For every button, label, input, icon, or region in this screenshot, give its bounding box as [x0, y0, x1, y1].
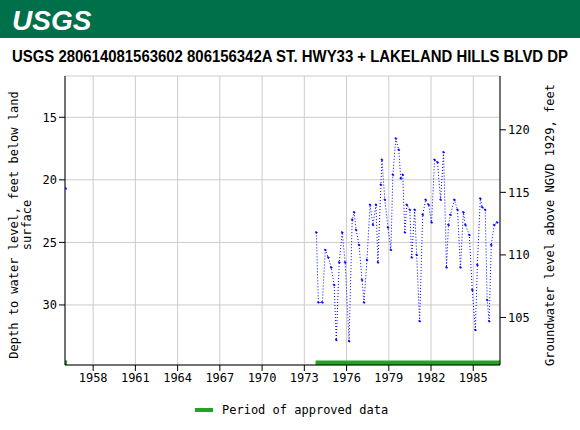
svg-text:115: 115	[508, 186, 530, 200]
svg-text:1970: 1970	[248, 371, 277, 385]
svg-text:1982: 1982	[417, 371, 446, 385]
svg-text:USGS 280614081563602 806156342: USGS 280614081563602 806156342A ST. HWY3…	[12, 48, 568, 65]
svg-text:1985: 1985	[459, 371, 488, 385]
svg-text:105: 105	[508, 311, 530, 325]
svg-text:110: 110	[508, 248, 530, 262]
svg-text:20: 20	[43, 173, 57, 187]
svg-text:30: 30	[43, 298, 57, 312]
svg-text:Groundwater level above NGVD 1: Groundwater level above NGVD 1929, feet	[543, 84, 557, 366]
svg-text:Period of approved data: Period of approved data	[222, 403, 388, 417]
svg-text:1973: 1973	[290, 371, 319, 385]
svg-text:1961: 1961	[121, 371, 150, 385]
svg-text:1976: 1976	[332, 371, 361, 385]
svg-text:120: 120	[508, 123, 530, 137]
svg-text:15: 15	[43, 111, 57, 125]
svg-text:1967: 1967	[205, 371, 234, 385]
svg-text:1979: 1979	[374, 371, 403, 385]
svg-text:USGS: USGS	[12, 5, 92, 36]
svg-text:surface: surface	[20, 200, 34, 251]
svg-text:1964: 1964	[163, 371, 192, 385]
svg-text:25: 25	[43, 236, 57, 250]
svg-text:1958: 1958	[79, 371, 108, 385]
